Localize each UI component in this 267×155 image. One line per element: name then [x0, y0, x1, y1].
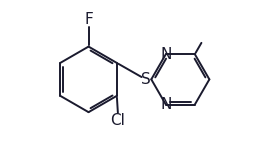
Text: Cl: Cl	[111, 113, 125, 128]
Text: F: F	[84, 12, 93, 27]
Text: S: S	[141, 72, 151, 87]
Text: N: N	[160, 97, 171, 112]
Text: N: N	[160, 47, 171, 62]
